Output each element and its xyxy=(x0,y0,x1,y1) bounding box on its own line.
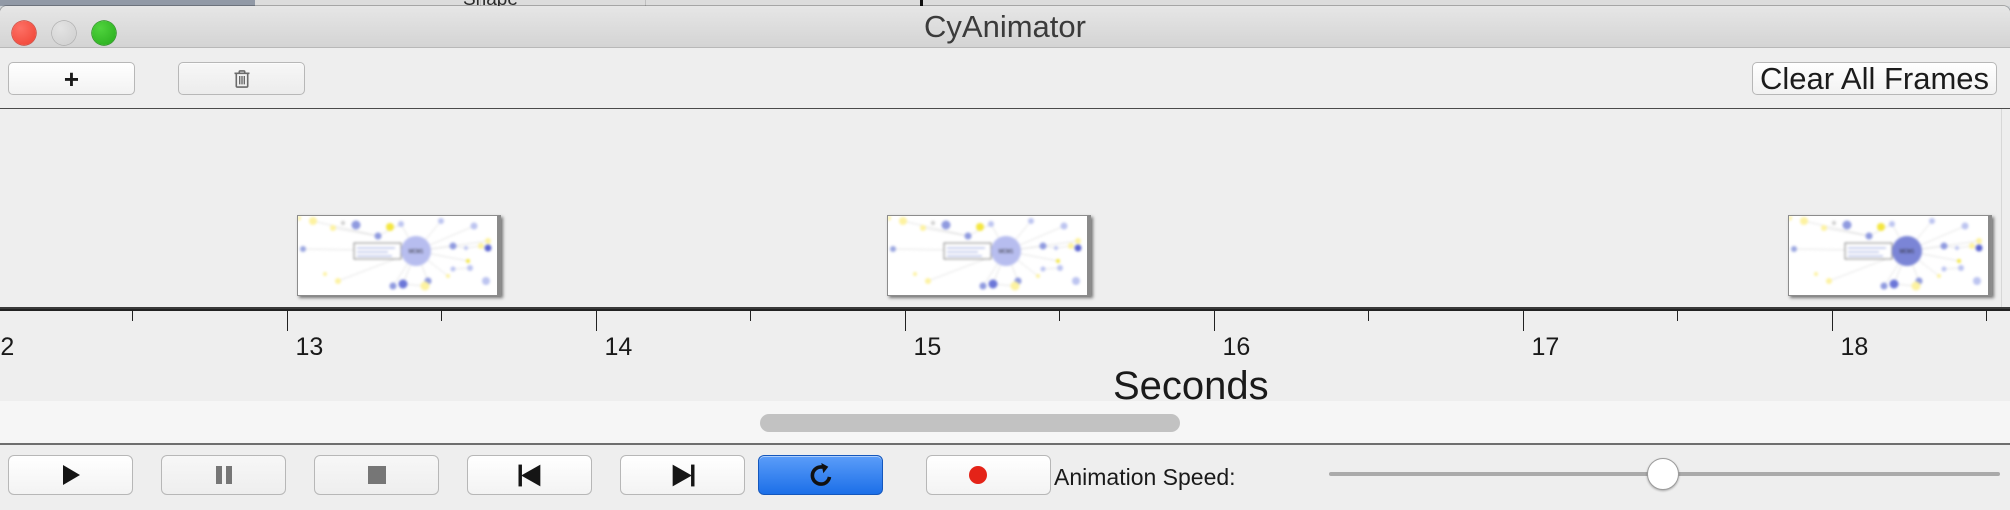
svg-text:MCM1: MCM1 xyxy=(1900,249,1915,255)
svg-text:MCM1: MCM1 xyxy=(999,249,1014,255)
svg-text:MCM1: MCM1 xyxy=(409,249,424,255)
